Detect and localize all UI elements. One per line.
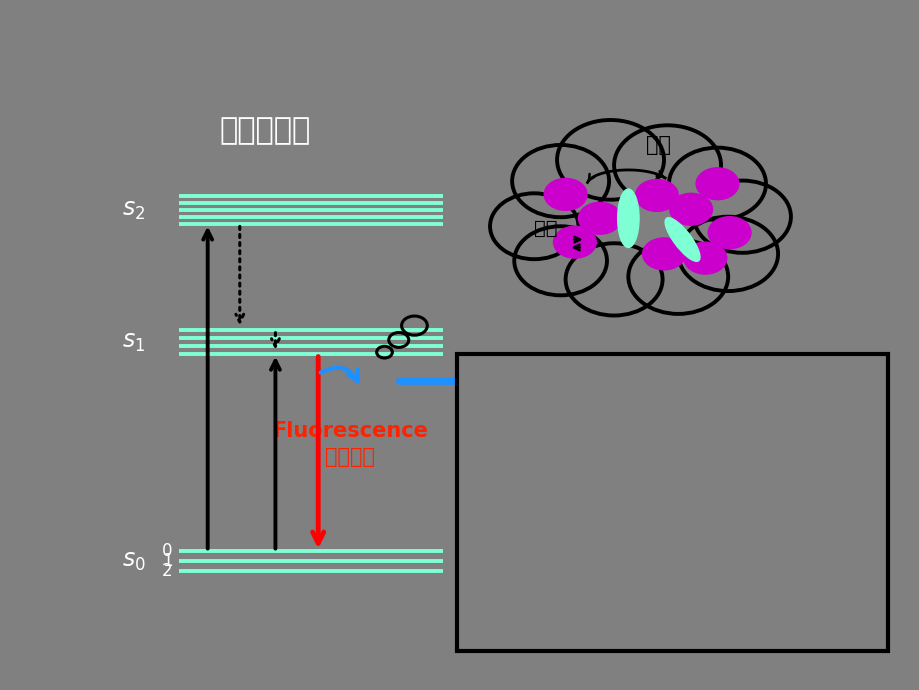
FancyArrowPatch shape — [399, 375, 482, 388]
Circle shape — [708, 217, 750, 248]
Ellipse shape — [664, 218, 699, 262]
Circle shape — [635, 179, 677, 211]
Ellipse shape — [617, 189, 639, 248]
Circle shape — [696, 168, 738, 199]
Circle shape — [565, 244, 662, 315]
Text: 1: 1 — [162, 552, 172, 570]
Text: 2: 2 — [162, 562, 172, 580]
Circle shape — [578, 202, 620, 234]
Circle shape — [514, 226, 607, 295]
Y-axis label: Intensity: Intensity — [465, 459, 482, 549]
Text: s$_0$: s$_0$ — [122, 549, 146, 573]
Circle shape — [528, 137, 749, 302]
Circle shape — [693, 181, 790, 253]
Text: 转动: 转动 — [645, 135, 670, 155]
Text: 0: 0 — [162, 542, 172, 560]
Circle shape — [490, 193, 578, 259]
Circle shape — [512, 145, 608, 217]
Circle shape — [668, 148, 766, 220]
Circle shape — [556, 120, 664, 199]
Circle shape — [677, 217, 777, 291]
Circle shape — [641, 238, 685, 270]
Text: 碰撞: 碰撞 — [533, 219, 557, 238]
Circle shape — [544, 179, 586, 210]
Circle shape — [669, 193, 711, 225]
Text: 荧光寿命: 荧光寿命 — [769, 437, 811, 455]
Text: 1/e: 1/e — [522, 520, 561, 540]
Text: （荧光）: （荧光） — [325, 447, 375, 467]
Circle shape — [683, 242, 726, 274]
Text: s$_1$: s$_1$ — [122, 330, 145, 354]
FancyArrowPatch shape — [321, 368, 357, 382]
X-axis label: Time: Time — [650, 633, 710, 653]
Circle shape — [614, 126, 720, 205]
Text: $\mathbf{I(t)=I_0\ e^{-t/\tau}}$: $\mathbf{I(t)=I_0\ e^{-t/\tau}}$ — [712, 381, 841, 406]
Circle shape — [628, 239, 728, 314]
Text: Fluorescence: Fluorescence — [272, 421, 427, 441]
Circle shape — [553, 226, 596, 258]
Text: 分子能级图: 分子能级图 — [219, 116, 310, 145]
Text: $\tau$:: $\tau$: — [738, 437, 758, 455]
Text: $\mathbf{\tau}$: 荧光寿命: $\mathbf{\tau}$: 荧光寿命 — [733, 437, 797, 455]
Text: s$_2$: s$_2$ — [122, 198, 145, 221]
Text: $\tau$: $\tau$ — [630, 623, 647, 647]
